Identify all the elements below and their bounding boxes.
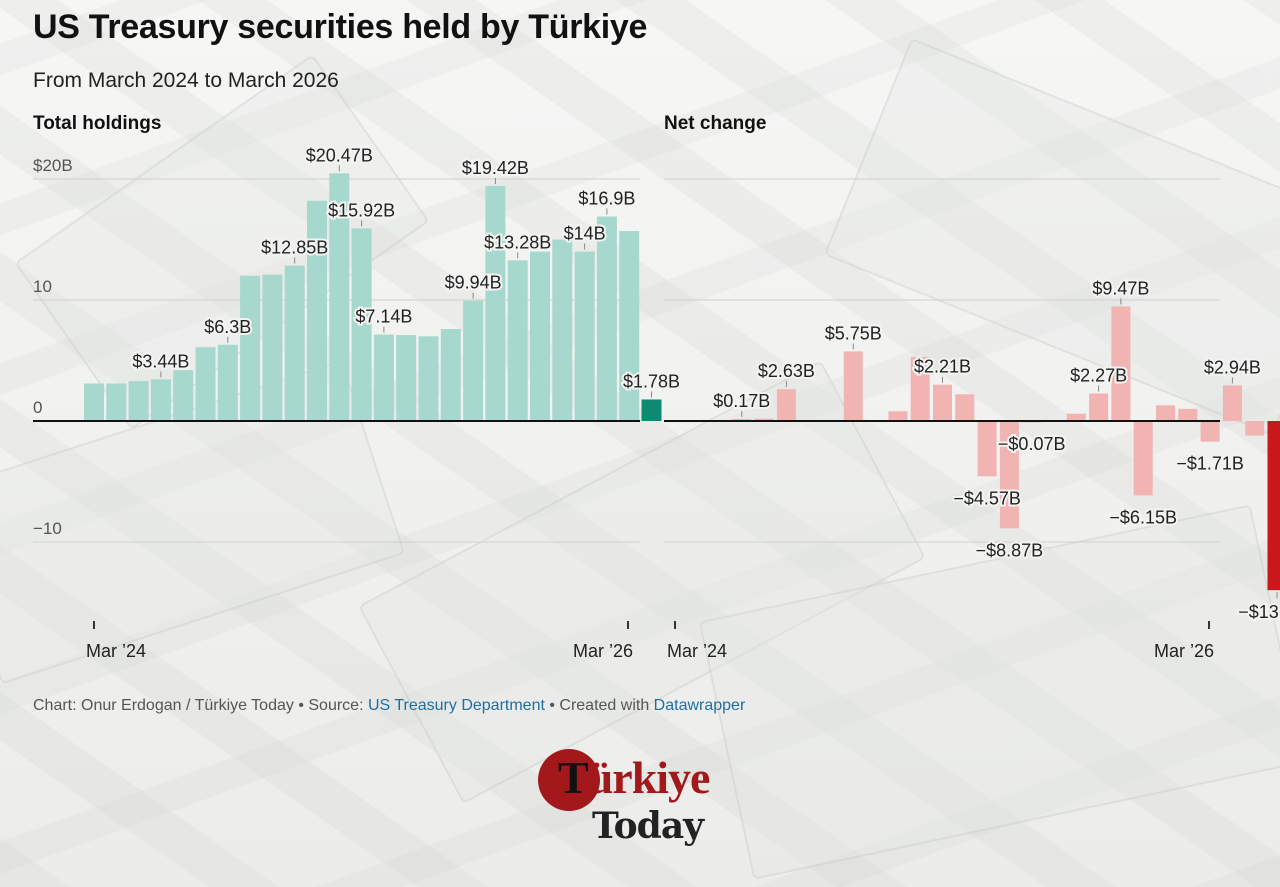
holdings-bar (240, 275, 261, 421)
data-label: $6.3B (204, 317, 251, 337)
net-change-bar (955, 394, 975, 421)
holdings-bar (128, 381, 149, 421)
data-label: −$8.87B (976, 540, 1044, 560)
x-tick-label: Mar ’24 (667, 641, 727, 661)
data-label: −$0.07B (998, 434, 1066, 454)
holdings-bar (217, 344, 238, 421)
data-label: $16.9B (578, 189, 635, 209)
holdings-bar (596, 216, 617, 421)
net-change-bar (1133, 421, 1153, 496)
data-label: $2.27B (1070, 366, 1127, 386)
data-label: $2.94B (1204, 357, 1261, 377)
chart-title: US Treasury securities held by Türkiye (33, 8, 648, 46)
holdings-bar (351, 228, 372, 421)
turkiye-today-logo: Türkiye Today (536, 745, 746, 865)
holdings-bar (440, 329, 461, 421)
holdings-bar (284, 265, 305, 421)
holdings-bar (530, 251, 550, 421)
logo-circle (538, 749, 600, 811)
net-change-bar (933, 384, 952, 421)
holdings-bar (641, 399, 662, 421)
net-change-bar (910, 356, 930, 421)
data-label: $5.75B (825, 323, 882, 343)
logo-brand-rest: ürkiye (587, 752, 711, 803)
net-change-bar (999, 421, 1019, 529)
holdings-bar (396, 335, 417, 421)
y-tick-label: 10 (33, 277, 52, 296)
data-label: $15.92B (328, 200, 395, 220)
net-change-bar (776, 389, 796, 421)
footer-credit: Chart: Onur Erdogan / Türkiye Today • So… (33, 697, 368, 714)
net-change-bar (1111, 306, 1131, 421)
net-change-bar (754, 418, 774, 421)
y-tick-label: −10 (33, 519, 62, 538)
data-label: $20.47B (306, 145, 373, 165)
holdings-bar (463, 300, 484, 421)
data-label: $2.63B (758, 361, 815, 381)
net-change-bar (888, 411, 908, 421)
net-change-bar (732, 418, 752, 421)
data-label: $12.85B (261, 238, 328, 258)
data-label: $14B (564, 224, 606, 244)
holdings-bar (173, 370, 194, 421)
holdings-bar (106, 383, 127, 421)
logo-brand-first-letter: T (558, 752, 589, 803)
data-label: −$4.57B (953, 488, 1021, 508)
x-tick-label: Mar ’26 (573, 641, 633, 661)
data-label: −$6.15B (1109, 507, 1177, 527)
footer-created-with: • Created with (544, 697, 654, 714)
data-label: $3.44B (132, 351, 189, 371)
net-change-bar (1178, 408, 1198, 421)
data-label: $9.94B (445, 273, 502, 293)
source-link[interactable]: US Treasury Department (367, 697, 545, 714)
holdings-bar (84, 383, 104, 421)
chart-subtitle: From March 2024 to March 2026 (33, 69, 339, 92)
datawrapper-link[interactable]: Datawrapper (653, 697, 746, 714)
data-label: $19.42B (462, 158, 529, 178)
panel-title-net-change: Net change (664, 113, 767, 134)
y-tick-label: $20B (33, 156, 73, 175)
net-change-bar (1089, 393, 1109, 421)
holdings-bar (574, 251, 595, 421)
logo-subtitle: Today (592, 805, 704, 847)
data-label: $9.47B (1092, 278, 1149, 298)
data-label: $13.28B (484, 232, 551, 252)
holdings-bar (195, 347, 216, 421)
holdings-bar (373, 334, 394, 421)
net-change-bar (977, 421, 997, 477)
net-change-bar (1267, 421, 1280, 591)
charts-canvas: $20B 10 0 −10 Mar ’24 Mar ’26 $3.44B $6.3B $12.8… (33, 143, 1280, 661)
y-tick-label: 0 (33, 398, 42, 417)
data-label: −$13.98B (1238, 602, 1280, 622)
holdings-bar (307, 200, 327, 421)
chart-footer: Chart: Onur Erdogan / Türkiye Today • So… (33, 697, 745, 715)
x-tick-label: Mar ’24 (86, 641, 146, 661)
panel-title-total-holdings: Total holdings (33, 113, 162, 134)
data-label: $7.14B (355, 307, 412, 327)
net-change-bar (1156, 405, 1175, 421)
holdings-bar (619, 231, 640, 421)
net-change-bar (1200, 421, 1220, 442)
data-label: $2.21B (914, 357, 971, 377)
holdings-bar (262, 274, 283, 421)
net-change-bar (1222, 385, 1242, 421)
net-change-bar (843, 351, 863, 421)
holdings-bar (552, 239, 573, 421)
data-label: $0.17B (713, 391, 770, 411)
net-change-bar (1245, 421, 1265, 436)
holdings-bar (418, 336, 439, 421)
logo-brand: Türkiye (558, 751, 711, 804)
net-change-bar (1066, 413, 1086, 421)
x-tick-label: Mar ’26 (1154, 641, 1214, 661)
data-label: −$1.71B (1176, 454, 1244, 474)
holdings-bar (485, 186, 506, 421)
data-label: $1.78B (623, 371, 680, 391)
holdings-bar (329, 173, 350, 421)
holdings-bar (150, 379, 171, 421)
holdings-bar (507, 260, 528, 421)
